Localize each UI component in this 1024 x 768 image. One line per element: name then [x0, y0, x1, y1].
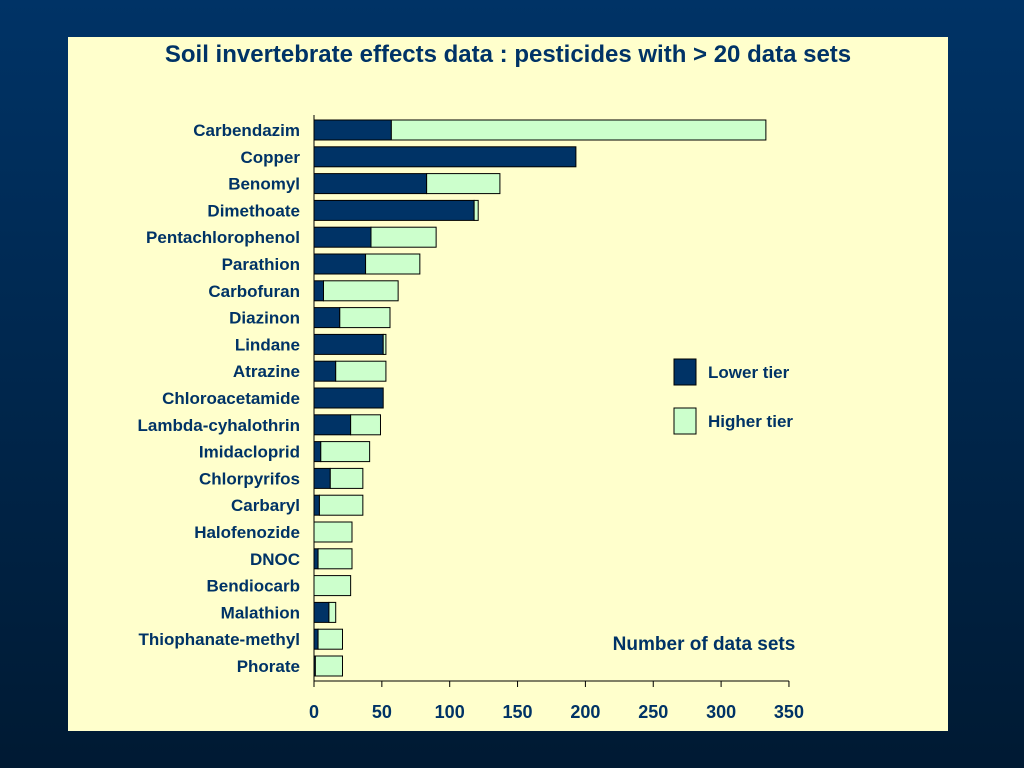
bar-lower-thiophanate-methyl — [313, 628, 319, 650]
bar-higher-malathion — [328, 601, 337, 623]
bar-lower-copper — [313, 146, 577, 168]
bar-higher-bendiocarb — [313, 575, 352, 597]
bar-higher-lindane — [382, 333, 387, 355]
x-tick-label: 50 — [372, 702, 392, 722]
category-label-carbaryl: Carbaryl — [231, 496, 300, 515]
category-label-diazinon: Diazinon — [229, 309, 300, 328]
bar-lower-lindane — [313, 333, 384, 355]
bar-higher-halofenozide — [313, 521, 353, 543]
category-label-lindane: Lindane — [235, 335, 300, 354]
bar-higher-phorate — [314, 655, 343, 677]
bar-lower-chlorpyrifos — [313, 467, 331, 489]
x-tick-label: 350 — [774, 702, 804, 722]
bar-lower-chloroacetamide — [313, 387, 384, 409]
x-tick-label: 300 — [706, 702, 736, 722]
category-label-chlorpyrifos: Chlorpyrifos — [199, 469, 300, 488]
x-axis-label: Number of data sets — [613, 634, 796, 655]
legend-lower-label: Lower tier — [708, 363, 790, 382]
category-label-dimethoate: Dimethoate — [207, 201, 300, 220]
bar-lower-diazinon — [313, 307, 341, 329]
category-label-phorate: Phorate — [237, 657, 300, 676]
category-label-lambda-cyhalothrin: Lambda-cyhalothrin — [138, 416, 300, 435]
category-label-chloroacetamide: Chloroacetamide — [162, 389, 300, 408]
category-label-malathion: Malathion — [221, 603, 300, 622]
bar-higher-dnoc — [317, 548, 353, 570]
chart-panel: Soil invertebrate effects data : pestici… — [68, 37, 948, 731]
x-tick-label: 0 — [309, 702, 319, 722]
bar-higher-benomyl — [426, 173, 501, 195]
category-label-pentachlorophenol: Pentachlorophenol — [146, 228, 300, 247]
category-label-bendiocarb: Bendiocarb — [206, 577, 300, 596]
category-label-benomyl: Benomyl — [228, 175, 300, 194]
x-tick-label: 200 — [570, 702, 600, 722]
bar-lower-lambda-cyhalothrin — [313, 414, 352, 436]
category-label-parathion: Parathion — [222, 255, 300, 274]
bar-chart: Carbendazim Copper Benomyl Dimethoate Pentac… — [138, 115, 804, 722]
bar-higher-parathion — [365, 253, 421, 275]
bar-lower-pentachlorophenol — [313, 226, 372, 248]
category-label-imidacloprid: Imidacloprid — [199, 443, 300, 462]
bar-lower-parathion — [313, 253, 367, 275]
category-label-halofenozide: Halofenozide — [194, 523, 300, 542]
legend-higher-swatch — [673, 407, 697, 435]
bar-higher-pentachlorophenol — [370, 226, 437, 248]
legend-higher-label: Higher tier — [708, 412, 793, 431]
bar-higher-diazinon — [339, 307, 391, 329]
legend-lower-swatch — [673, 358, 697, 386]
chart-title: Soil invertebrate effects data : pestici… — [164, 41, 852, 68]
bar-higher-thiophanate-methyl — [317, 628, 343, 650]
bar-higher-imidacloprid — [320, 441, 371, 463]
bar-lower-carbaryl — [313, 494, 320, 516]
bar-higher-carbendazim — [390, 119, 767, 141]
bar-lower-malathion — [313, 601, 330, 623]
bar-higher-carbaryl — [318, 494, 364, 516]
category-label-atrazine: Atrazine — [233, 362, 300, 381]
category-label-dnoc: DNOC — [250, 550, 300, 569]
bar-lower-atrazine — [313, 360, 337, 382]
category-label-copper: Copper — [241, 148, 301, 167]
category-label-carbendazim: Carbendazim — [193, 121, 300, 140]
bar-lower-benomyl — [313, 173, 428, 195]
category-label-thiophanate-methyl: Thiophanate-methyl — [138, 630, 300, 649]
bar-higher-atrazine — [335, 360, 387, 382]
bar-lower-carbofuran — [313, 280, 324, 302]
bar-lower-dimethoate — [313, 199, 475, 221]
x-tick-label: 150 — [503, 702, 533, 722]
bar-higher-lambda-cyhalothrin — [350, 414, 381, 436]
x-tick-label: 250 — [638, 702, 668, 722]
bar-higher-dimethoate — [473, 199, 479, 221]
bar-lower-dnoc — [313, 548, 319, 570]
bar-higher-chlorpyrifos — [329, 467, 364, 489]
x-tick-label: 100 — [435, 702, 465, 722]
bar-lower-imidacloprid — [313, 441, 322, 463]
bar-lower-carbendazim — [313, 119, 392, 141]
category-label-carbofuran: Carbofuran — [208, 282, 300, 301]
bar-higher-carbofuran — [322, 280, 399, 302]
